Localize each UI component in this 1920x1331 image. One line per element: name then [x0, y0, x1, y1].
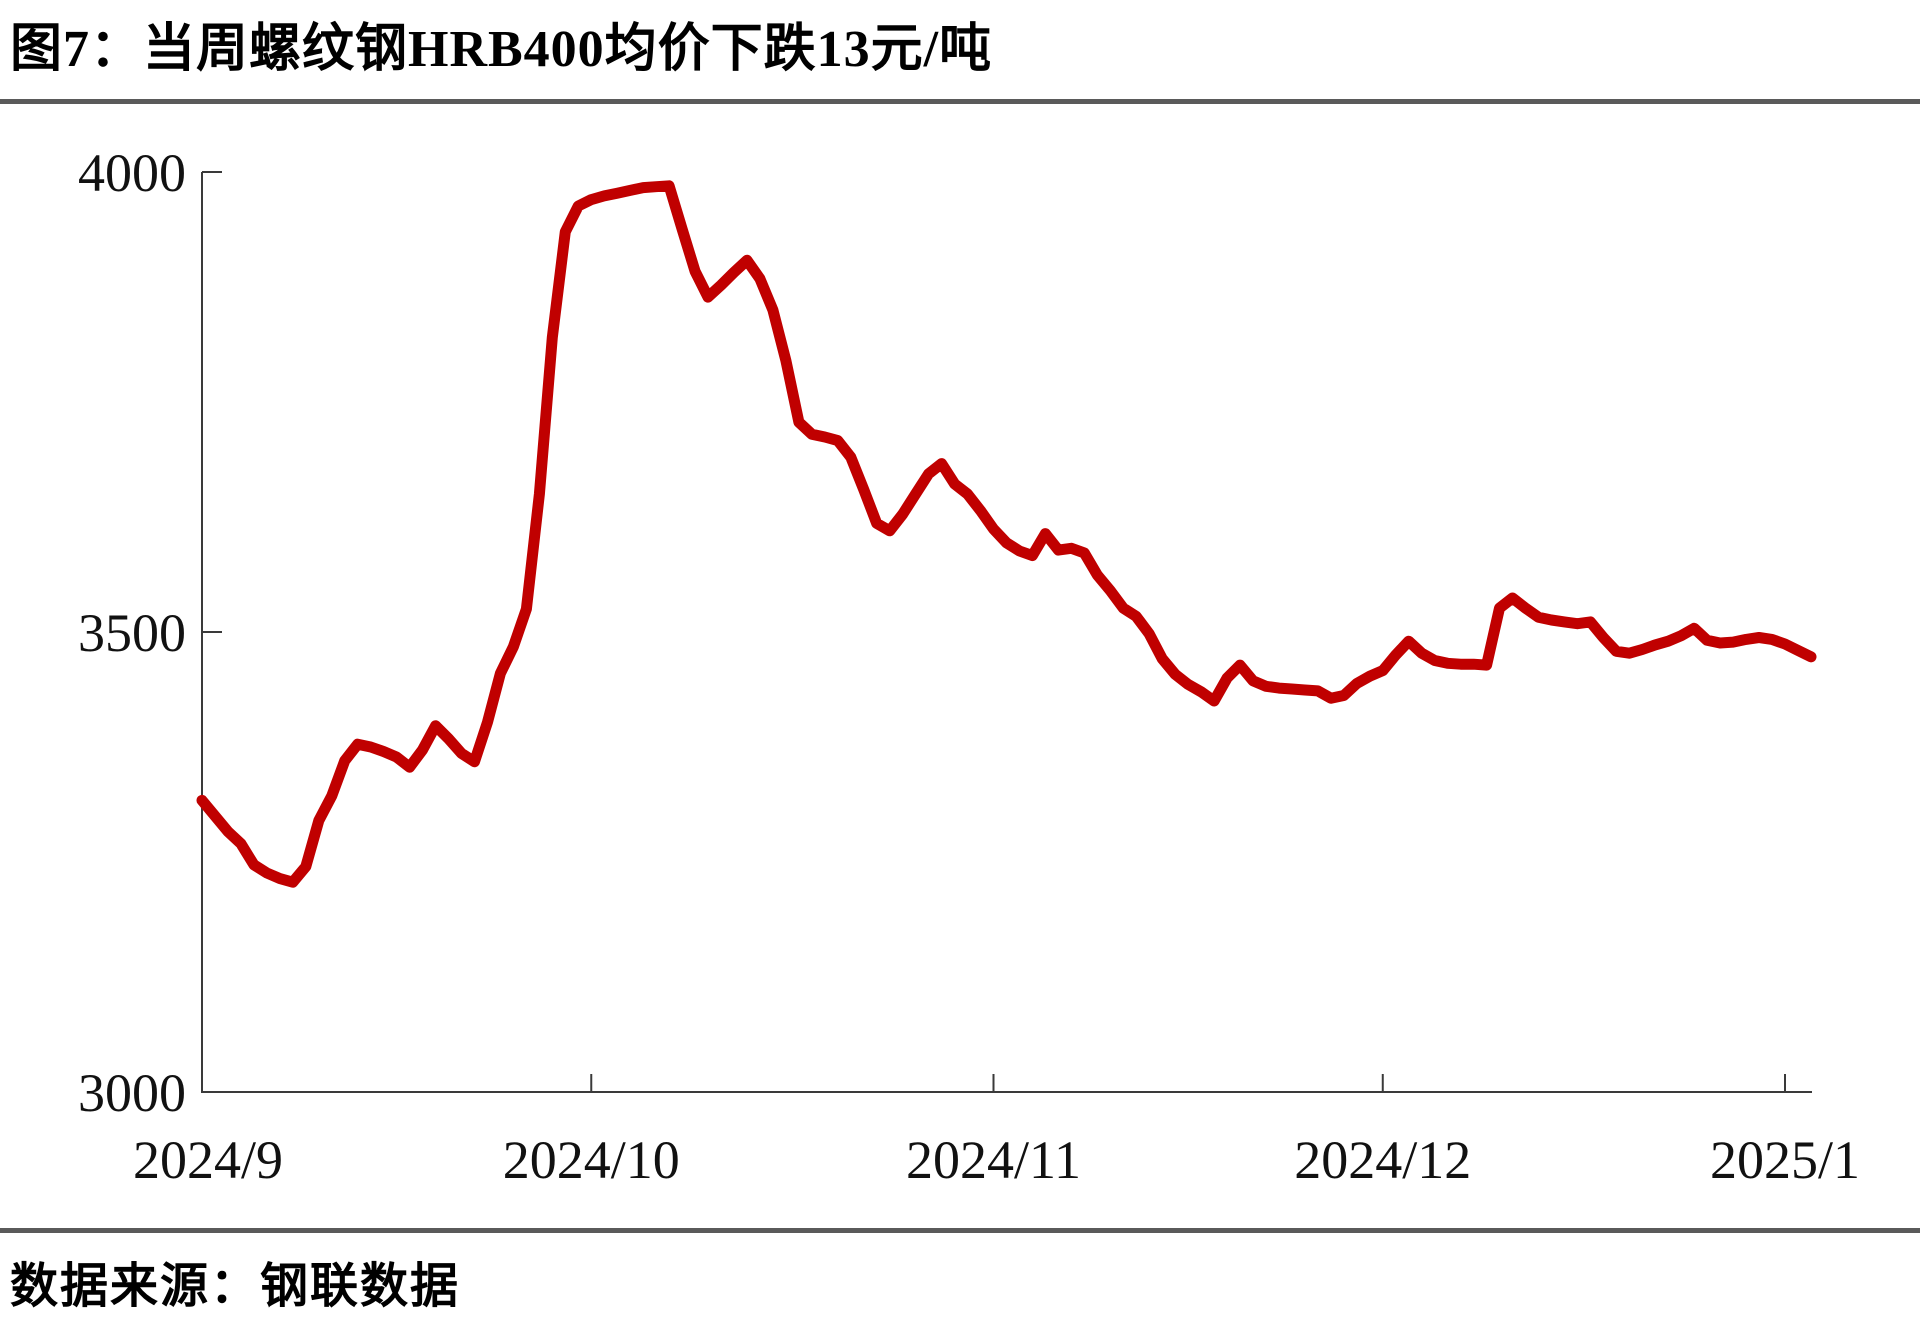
title-divider — [0, 99, 1920, 104]
figure-title: 图7：当周螺纹钢HRB400均价下跌13元/吨 — [10, 21, 993, 78]
x-tick-label: 2025/1 — [1710, 1130, 1860, 1190]
axis-lines — [201, 172, 1812, 1093]
source-divider — [0, 1228, 1920, 1233]
x-tick-label: 2024/11 — [906, 1130, 1081, 1190]
x-tick-label: 2024/12 — [1294, 1130, 1471, 1190]
x-tick-label: 2024/9 — [133, 1130, 283, 1190]
y-tick-label: 3000 — [78, 1063, 186, 1123]
y-tick-label: 4000 — [78, 143, 186, 203]
price-series-line — [196, 180, 1817, 888]
x-tick-label: 2024/10 — [503, 1130, 680, 1190]
data-source-label: 数据来源：钢联数据 — [10, 1260, 461, 1313]
y-tick-label: 3500 — [78, 603, 186, 663]
